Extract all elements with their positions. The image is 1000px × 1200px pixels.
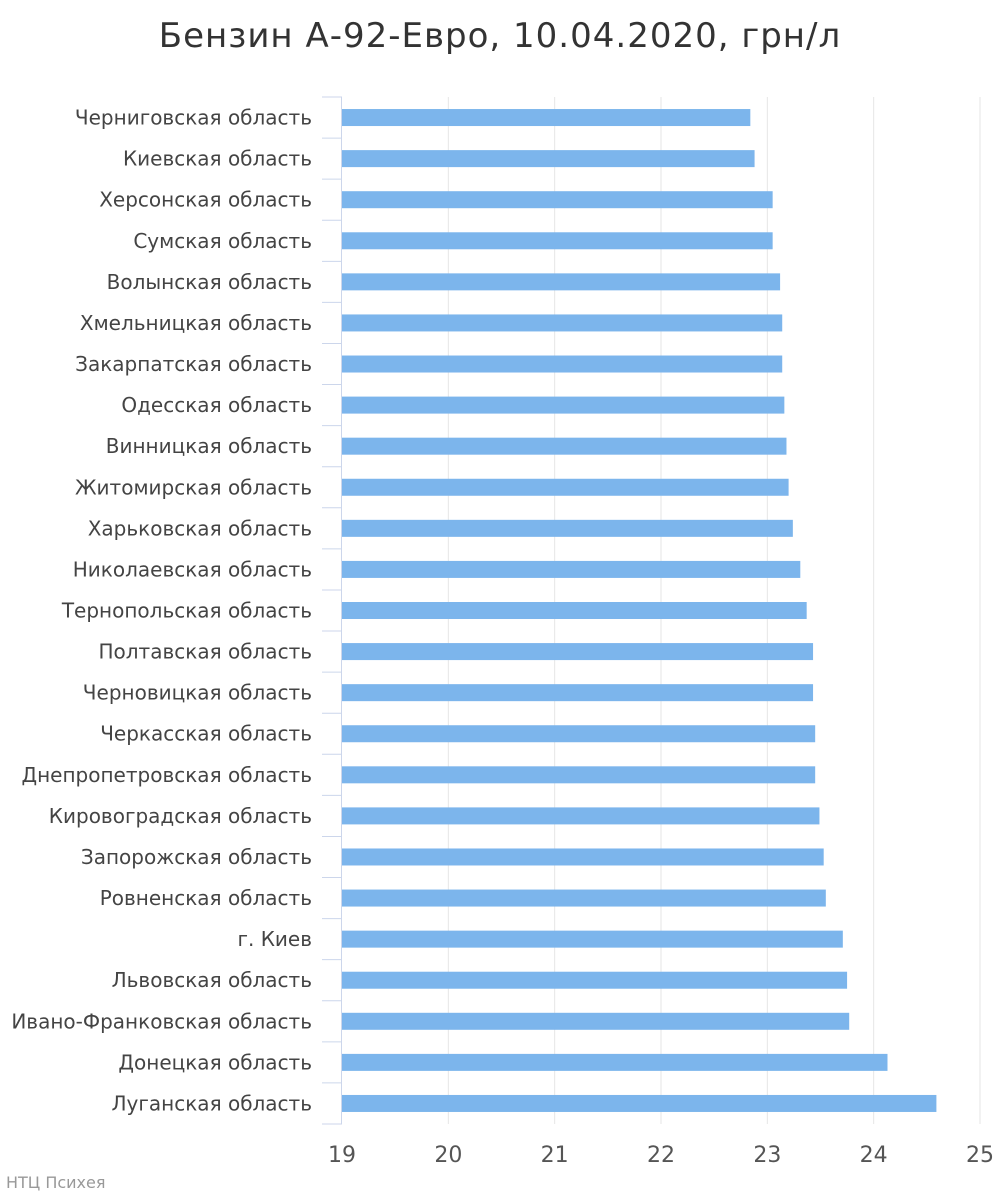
x-tick-label: 23	[753, 1143, 781, 1168]
bar[interactable]	[342, 396, 785, 414]
category-label: Львовская область	[112, 968, 312, 992]
category-label: Черновицкая область	[83, 681, 312, 705]
category-axis	[322, 96, 342, 1125]
category-label: Луганская область	[112, 1091, 312, 1115]
bar[interactable]	[342, 602, 807, 619]
category-label: Донецкая область	[118, 1050, 312, 1074]
category-label: Волынская область	[107, 270, 312, 294]
category-label: Запорожская область	[81, 845, 312, 869]
category-label: Винницкая область	[106, 434, 312, 458]
category-label: Кировоградская область	[49, 804, 312, 828]
bar[interactable]	[342, 314, 783, 332]
bar[interactable]	[342, 643, 814, 661]
bar[interactable]	[342, 889, 826, 907]
category-label: Черниговская область	[75, 106, 312, 130]
bar[interactable]	[342, 766, 816, 784]
bar[interactable]	[342, 273, 781, 291]
value-axis-labels: 19 20 21 22 23 24 25	[328, 1143, 994, 1168]
category-label: Киевская область	[123, 147, 312, 171]
category-label: Одесская область	[121, 393, 312, 417]
bar[interactable]	[342, 109, 751, 127]
category-label: Тернопольская область	[61, 599, 312, 623]
bar[interactable]	[342, 437, 787, 455]
x-tick-label: 20	[434, 1143, 462, 1168]
bar[interactable]	[342, 807, 820, 825]
bar[interactable]	[342, 519, 793, 537]
credit-text: НТЦ Психея	[6, 1173, 106, 1192]
category-label: Ровненская область	[100, 886, 312, 910]
bar[interactable]	[342, 478, 789, 496]
bar[interactable]	[342, 848, 824, 866]
category-labels: Черниговская область Киевская область Херс…	[11, 106, 312, 1116]
chart-title: Бензин А-92-Евро, 10.04.2020, грн/л	[158, 16, 842, 56]
category-label: Херсонская область	[99, 188, 312, 212]
bar[interactable]	[342, 971, 848, 989]
category-label: Полтавская область	[98, 640, 312, 664]
bar[interactable]	[342, 1094, 937, 1112]
category-label: г. Киев	[237, 927, 312, 951]
bar[interactable]	[342, 1012, 850, 1030]
x-tick-label: 22	[647, 1143, 675, 1168]
category-label: Днепропетровская область	[21, 763, 312, 787]
bar[interactable]	[342, 930, 843, 948]
category-label: Сумская область	[133, 229, 312, 253]
bar[interactable]	[342, 1053, 888, 1071]
category-label: Житомирская область	[75, 475, 312, 499]
bar[interactable]	[342, 684, 814, 702]
category-label: Закарпатская область	[75, 352, 312, 376]
bar[interactable]	[342, 725, 816, 743]
x-tick-label: 19	[328, 1143, 356, 1168]
x-tick-label: 21	[541, 1143, 569, 1168]
category-label: Николаевская область	[73, 557, 312, 581]
category-label: Ивано-Франковская область	[11, 1009, 312, 1033]
category-label: Харьковская область	[88, 516, 312, 540]
bar[interactable]	[342, 560, 801, 578]
x-tick-label: 24	[860, 1143, 888, 1168]
bar[interactable]	[342, 355, 783, 373]
bar[interactable]	[342, 150, 755, 168]
bar[interactable]	[342, 232, 773, 250]
x-tick-label: 25	[966, 1143, 994, 1168]
bars	[342, 109, 937, 1112]
category-label: Черкасская область	[100, 722, 312, 746]
category-label: Хмельницкая область	[80, 311, 312, 335]
bar[interactable]	[342, 191, 773, 209]
